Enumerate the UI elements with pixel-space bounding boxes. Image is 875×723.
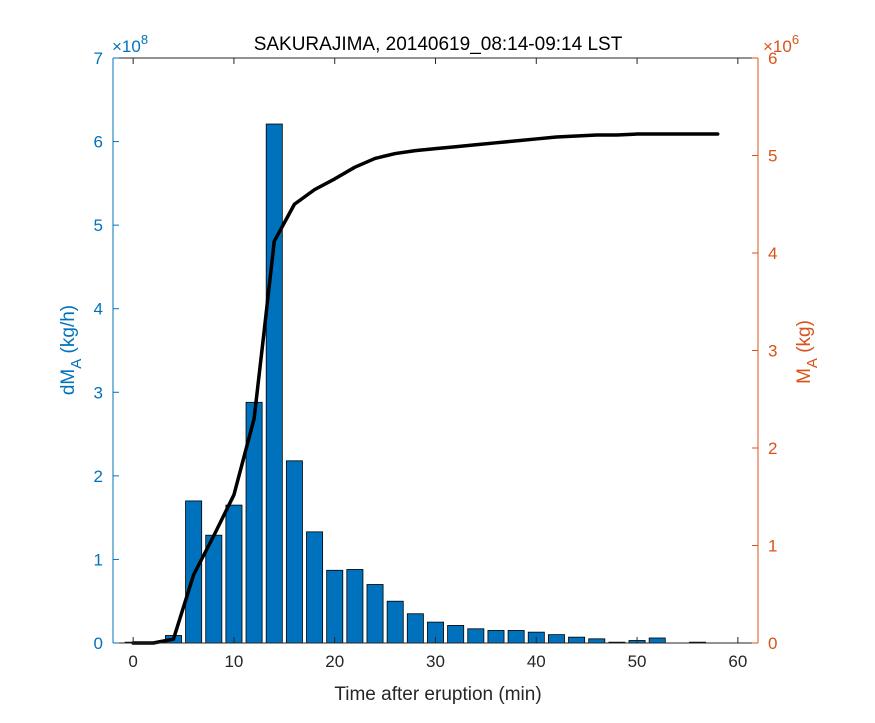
bar	[326, 569, 344, 644]
right-y-tick-label: 2	[768, 439, 777, 458]
x-tick-label: 0	[128, 652, 137, 671]
left-y-tick-label: 7	[94, 49, 103, 68]
tick-labels: 0 10 20 30 40 50 60 0 1 2 3 4 5 6 7 0 1 2 3 4 5 6	[94, 49, 778, 671]
bar	[648, 637, 666, 644]
left-y-tick-label: 1	[94, 550, 103, 569]
bar	[467, 628, 485, 644]
x-tick-label: 30	[426, 652, 445, 671]
right-y-tick-label: 4	[768, 244, 777, 263]
right-axis-label: MA (kg)	[794, 320, 821, 384]
bar	[547, 634, 565, 644]
left-exponent-base: ×10	[112, 37, 141, 56]
left-axis-label: dMA (kg/h)	[58, 305, 85, 395]
bar	[386, 600, 404, 644]
cumulative-line-series	[131, 132, 720, 645]
right-y-tick-label: 3	[768, 342, 777, 361]
bar	[346, 569, 364, 644]
bar	[406, 613, 424, 644]
right-axis-label-sub: A	[804, 358, 821, 368]
left-y-tick-label: 0	[94, 634, 103, 653]
x-tick-label: 60	[728, 652, 747, 671]
bar	[588, 638, 606, 644]
left-y-tick-label: 5	[94, 216, 103, 235]
right-y-tick-label: 5	[768, 147, 777, 166]
bar	[205, 534, 223, 644]
bar	[366, 584, 384, 644]
axes	[112, 57, 759, 644]
x-tick-label: 20	[325, 652, 344, 671]
right-y-tick-label: 6	[768, 49, 777, 68]
right-y-tick-label: 0	[768, 634, 777, 653]
left-exponent-power: 8	[141, 32, 148, 47]
left-axis-label-unit: (kg/h)	[58, 305, 79, 359]
chart-title: SAKURAJIMA, 20140619_08:14-09:14 LST	[254, 34, 623, 55]
left-y-tick-label: 4	[94, 300, 103, 319]
right-exponent-base: ×10	[763, 37, 792, 56]
right-exponent-power: 6	[792, 32, 799, 47]
right-axis-exponent: ×106	[763, 32, 799, 56]
left-y-tick-label: 3	[94, 383, 103, 402]
right-axis-label-unit: (kg)	[794, 320, 815, 358]
bar	[507, 630, 525, 644]
bar	[306, 531, 324, 644]
right-y-tick-label: 1	[768, 537, 777, 556]
left-axis-label-sub: A	[68, 359, 85, 369]
bar	[285, 460, 303, 644]
left-axis-exponent: ×108	[112, 32, 148, 56]
x-axis-label: Time after eruption (min)	[334, 684, 541, 705]
bar	[447, 625, 465, 644]
x-tick-label: 40	[527, 652, 546, 671]
bar	[265, 123, 283, 644]
bar	[487, 630, 505, 644]
left-y-tick-label: 2	[94, 467, 103, 486]
left-y-tick-label: 6	[94, 133, 103, 152]
bar	[568, 636, 586, 644]
x-tick-label: 50	[628, 652, 647, 671]
x-tick-label: 10	[224, 652, 243, 671]
right-axis-label-main: M	[794, 368, 815, 384]
bar	[225, 504, 243, 644]
left-axis-label-main: dM	[58, 369, 79, 395]
cumulative-mass-line	[131, 132, 720, 645]
